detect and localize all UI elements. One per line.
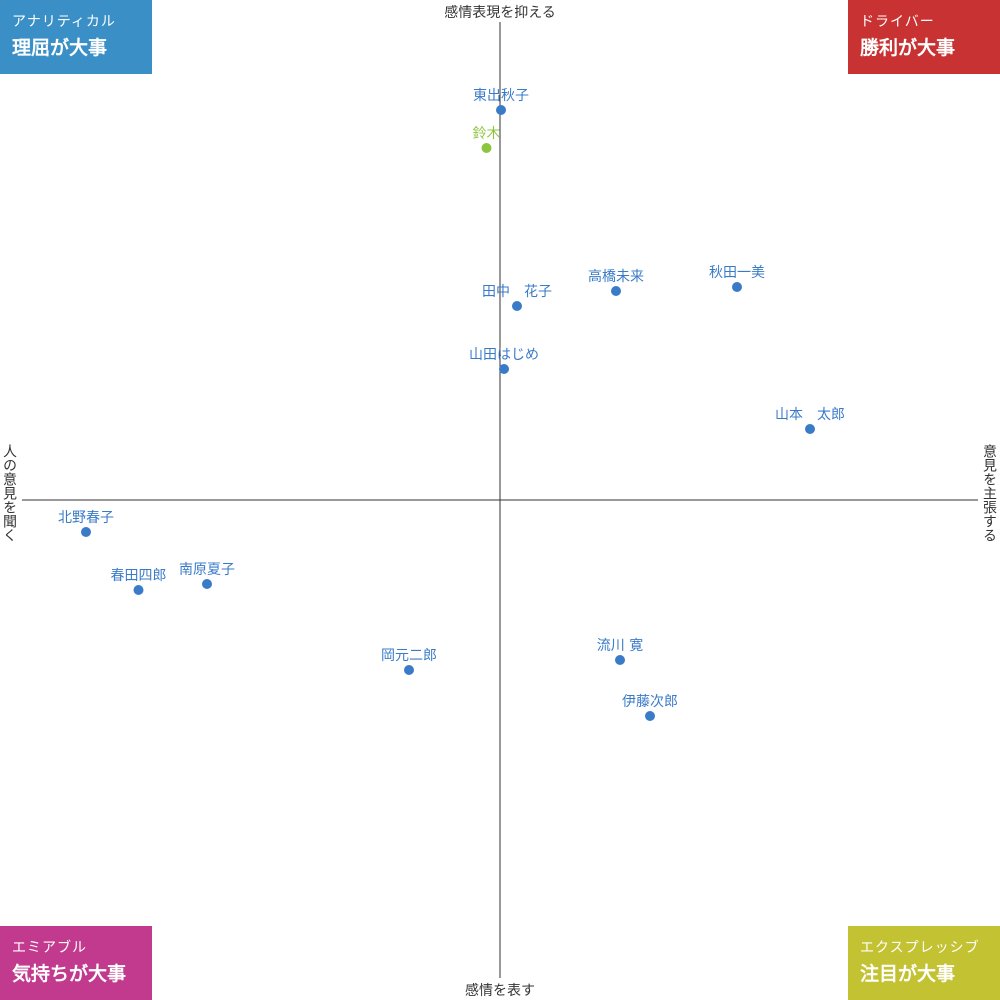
axis-label-top: 感情表現を抑える: [444, 5, 556, 21]
data-point-label: 流川 寛: [597, 637, 643, 654]
data-point-marker[interactable]: [732, 282, 742, 292]
data-point[interactable]: 鈴木: [473, 126, 501, 153]
data-point[interactable]: 北野春子: [58, 510, 114, 537]
data-point-label: 山田はじめ: [469, 347, 539, 363]
corner-analytical-value: 理屈が大事: [12, 37, 108, 59]
data-point-marker[interactable]: [133, 585, 144, 595]
data-point[interactable]: 流川 寛: [597, 637, 643, 665]
data-point-marker[interactable]: [512, 301, 522, 311]
corner-amiable-type: エミアブル: [12, 940, 87, 956]
data-point-label: 高橋未来: [588, 268, 644, 285]
data-point-marker[interactable]: [81, 527, 91, 537]
data-point[interactable]: 伊藤次郎: [622, 694, 678, 721]
data-point-marker[interactable]: [805, 424, 815, 434]
data-point-marker[interactable]: [496, 105, 506, 115]
data-point-label: 鈴木: [473, 126, 501, 142]
data-point[interactable]: 南原夏子: [179, 562, 235, 589]
corner-driver-type: ドライバー: [860, 14, 935, 30]
data-point-marker[interactable]: [499, 364, 509, 374]
data-point-label: 秋田一美: [709, 265, 765, 281]
data-point-label: 東出秋子: [473, 88, 529, 104]
axis-label-left: 人の意見を聞く: [1, 444, 17, 542]
corner-expressive-type: エクスプレッシブ: [860, 940, 980, 956]
data-point[interactable]: 東出秋子: [473, 88, 529, 115]
data-point-label: 田中 花子: [482, 284, 552, 300]
corner-driver-value: 勝利が大事: [860, 37, 956, 59]
corner-analytical: アナリティカル 理屈が大事: [0, 0, 152, 74]
data-point-label: 岡元二郎: [381, 648, 437, 664]
data-point-label: 北野春子: [58, 510, 114, 526]
corner-expressive-value: 注目が大事: [860, 963, 956, 985]
corner-amiable: エミアブル 気持ちが大事: [0, 926, 152, 1000]
data-point-marker[interactable]: [481, 143, 492, 153]
data-point[interactable]: 春田四郎: [111, 568, 167, 595]
data-point[interactable]: 山田はじめ: [469, 347, 539, 374]
data-point[interactable]: 田中 花子: [482, 284, 552, 311]
data-point-marker[interactable]: [645, 711, 655, 721]
data-point[interactable]: 秋田一美: [709, 265, 765, 292]
data-point-label: 南原夏子: [179, 562, 235, 578]
corner-amiable-value: 気持ちが大事: [12, 963, 127, 985]
data-point-label: 春田四郎: [111, 568, 167, 584]
data-point-label: 山本 太郎: [775, 407, 845, 423]
data-point-marker[interactable]: [404, 665, 414, 675]
data-point-label: 伊藤次郎: [622, 694, 678, 710]
corner-expressive: エクスプレッシブ 注目が大事: [848, 926, 1000, 1000]
data-point-marker[interactable]: [615, 655, 625, 665]
corner-analytical-type: アナリティカル: [12, 14, 116, 30]
corner-driver: ドライバー 勝利が大事: [848, 0, 1000, 74]
data-point-marker[interactable]: [611, 286, 621, 296]
axis-label-right: 意見を主張する: [981, 444, 997, 542]
data-point-marker[interactable]: [202, 579, 212, 589]
data-point[interactable]: 山本 太郎: [775, 407, 845, 434]
data-point[interactable]: 岡元二郎: [381, 648, 437, 675]
data-point[interactable]: 高橋未来: [588, 268, 644, 296]
axis-label-bottom: 感情を表す: [465, 983, 535, 999]
